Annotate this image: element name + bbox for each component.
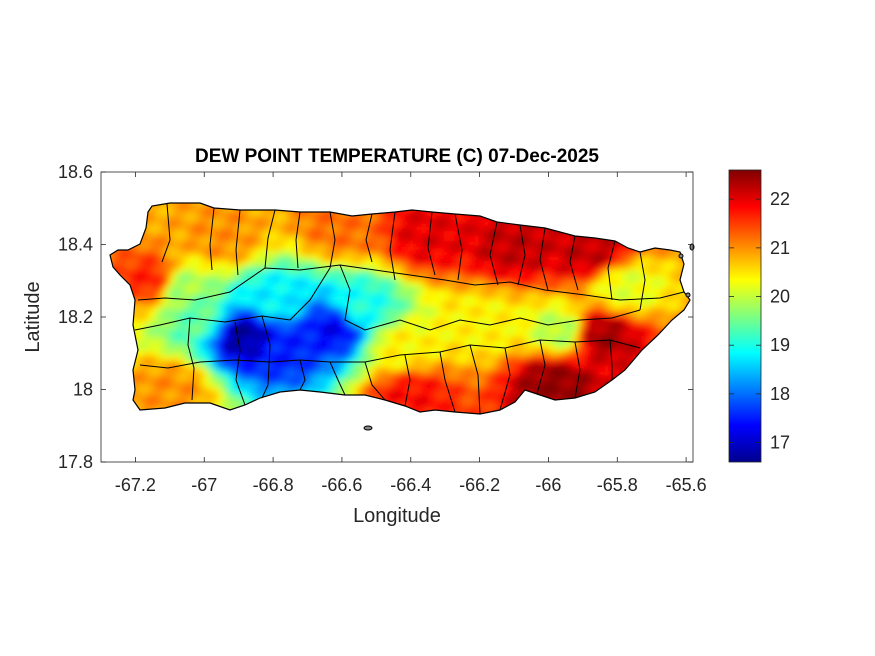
colorbar-ticks: 17 18 19 20 21 22	[729, 189, 790, 453]
x-tick-label: -66.2	[459, 475, 500, 495]
island-coastline	[109, 202, 691, 415]
colorbar-tick-label: 19	[770, 335, 790, 355]
x-tick-label: -66	[535, 475, 561, 495]
colorbar-tick-label: 17	[770, 433, 790, 453]
y-tick-label: 18.4	[58, 235, 93, 255]
axes: -67.2 -67 -66.8 -66.6 -66.4 -66.2 -66 -65.8 -65.…	[22, 162, 707, 527]
colorbar-tick-label: 18	[770, 384, 790, 404]
dew-point-field	[110, 203, 690, 414]
y-tick-label: 18.6	[58, 162, 93, 182]
colorbar: 17 18 19 20 21 22	[728, 169, 790, 463]
municipality-boundaries	[134, 203, 685, 415]
x-tick-label: -65.8	[597, 475, 638, 495]
colorbar-tick-label: 21	[770, 238, 790, 258]
x-tick-label: -67	[191, 475, 217, 495]
x-tick-label: -65.6	[666, 475, 707, 495]
map-title: DEW POINT TEMPERATURE (C) 07-Dec-2025	[195, 146, 599, 167]
y-axis-label: Latitude	[22, 281, 44, 352]
x-axis-ticks: -67.2 -67 -66.8 -66.6 -66.4 -66.2 -66 -65.8 -65.…	[115, 172, 707, 495]
x-tick-label: -67.2	[115, 475, 156, 495]
x-tick-label: -66.6	[321, 475, 362, 495]
colorbar-tick-label: 20	[770, 287, 790, 307]
colorbar-tick-label: 22	[770, 189, 790, 209]
x-tick-label: -66.8	[253, 475, 294, 495]
x-tick-label: -66.4	[390, 475, 431, 495]
small-islands	[363, 243, 695, 431]
y-axis-ticks: 17.8 18 18.2 18.4 18.6	[58, 162, 693, 472]
y-tick-label: 18.2	[58, 307, 93, 327]
y-tick-label: 17.8	[58, 452, 93, 472]
colorbar-gradient	[728, 169, 762, 463]
y-tick-label: 18	[73, 380, 93, 400]
x-axis-label: Longitude	[353, 505, 441, 527]
